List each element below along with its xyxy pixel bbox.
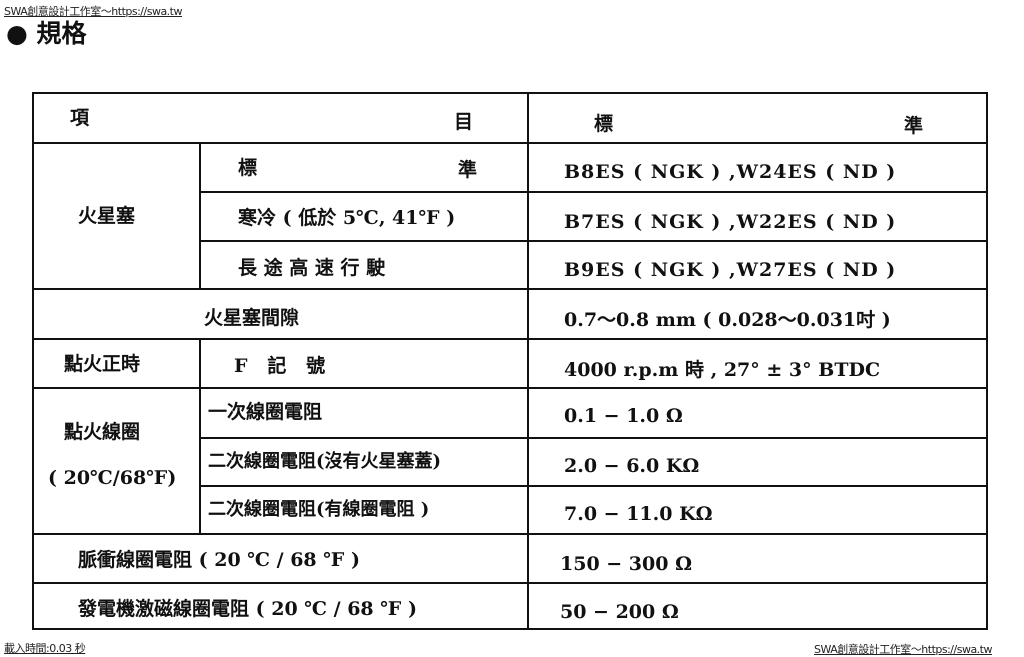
row-divider (34, 288, 986, 290)
spec-table: 項 目 標 準 火星塞 標 準 B8ES ( NGK ) ,W24ES ( ND… (32, 92, 988, 630)
coil-secondary-nocap-label: 二次線圈電阻(沒有火星塞蓋) (208, 451, 442, 472)
spark-standard-left: 標 (238, 157, 258, 179)
col-divider (527, 94, 529, 628)
spark-highway-label: 長 途 高 速 行 駛 (238, 257, 386, 279)
header-item-left: 項 (70, 107, 90, 129)
timing-value: 4000 r.p.m 時 , 27° ± 3° BTDC (564, 359, 881, 381)
header-item-right: 目 (454, 111, 474, 133)
spark-standard-right: 準 (458, 159, 478, 181)
header-std-right: 準 (904, 115, 924, 137)
coil-primary-label: 一次線圈電阻 (208, 401, 323, 423)
gap-value: 0.7～0.8 mm ( 0.028～0.031吋 ) (564, 309, 891, 331)
generator-label: 發電機激磁線圈電阻 ( 20 ℃ / 68 ℉ ) (78, 598, 418, 620)
spark-highway-value: B9ES ( NGK ) ,W27ES ( ND ) (564, 259, 897, 281)
timing-sub: F 記 號 (234, 355, 326, 377)
row-divider (200, 485, 986, 487)
row-divider (200, 240, 986, 242)
watermark-top: SWA創意設計工作室～https://swa.tw (4, 5, 183, 18)
coil-label: 點火線圈 (64, 421, 141, 443)
row-divider (34, 142, 986, 144)
row-divider (34, 387, 986, 389)
coil-secondary-nocap-value: 2.0 − 6.0 KΩ (564, 455, 700, 477)
row-divider (34, 338, 986, 340)
coil-secondary-cap-value: 7.0 − 11.0 KΩ (564, 503, 713, 525)
spark-cold-value: B7ES ( NGK ) ,W22ES ( ND ) (564, 211, 897, 233)
row-divider (200, 191, 986, 193)
coil-primary-value: 0.1 − 1.0 Ω (564, 405, 683, 427)
coil-label-temp: ( 20℃/68℉) (48, 467, 177, 489)
row-divider (200, 437, 986, 439)
col-divider (199, 142, 201, 288)
watermark-bottom: SWA創意設計工作室～https://swa.tw (814, 643, 993, 656)
page-title: ● 規格 (6, 19, 87, 48)
pulse-value: 150 − 300 Ω (560, 553, 692, 575)
header-std-left: 標 (594, 113, 614, 135)
spark-standard-value: B8ES ( NGK ) ,W24ES ( ND ) (564, 161, 897, 183)
pulse-label: 脈衝線圈電阻 ( 20 ℃ / 68 ℉ ) (78, 549, 361, 571)
load-time: 載入時間:0.03 秒 (4, 642, 86, 655)
row-divider (34, 533, 986, 535)
timing-label: 點火正時 (64, 353, 141, 375)
coil-secondary-cap-label: 二次線圈電阻(有線圈電阻 ) (208, 499, 430, 520)
gap-label: 火星塞間隙 (204, 307, 300, 329)
spark-plug-label: 火星塞 (78, 205, 136, 227)
col-divider (199, 338, 201, 533)
row-divider (34, 582, 986, 584)
spark-cold-label: 寒冷 ( 低於 5℃, 41℉ ) (238, 207, 456, 229)
generator-value: 50 − 200 Ω (560, 601, 679, 623)
